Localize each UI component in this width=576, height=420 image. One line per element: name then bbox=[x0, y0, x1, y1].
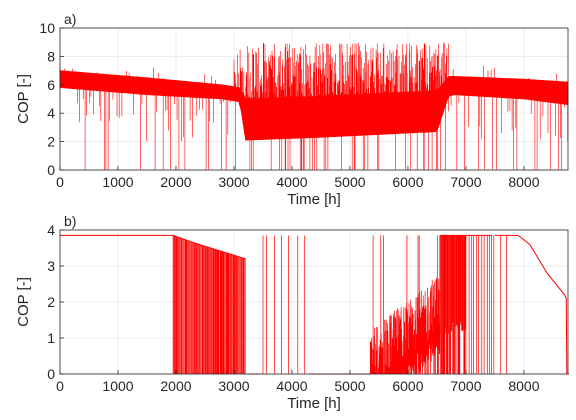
panel-b-cop-line bbox=[172, 235, 507, 374]
panel-a-axes-frame bbox=[59, 27, 569, 171]
panel-b-cop-decline bbox=[517, 235, 568, 375]
b-xtick-label: 8000 bbox=[508, 378, 539, 394]
a-ytick-label: 4 bbox=[47, 105, 55, 121]
b-ytick-label: 3 bbox=[47, 258, 55, 274]
a-xtick-label: 0 bbox=[56, 174, 64, 190]
a-xtick-label: 1000 bbox=[102, 174, 133, 190]
b-xtick-label: 1000 bbox=[102, 378, 133, 394]
panel-b: 0 1000 2000 3000 4000 5000 6000 7000 8000 0 1 2 3 4 C… bbox=[15, 213, 570, 412]
a-ytick-label: 0 bbox=[47, 162, 55, 178]
panel-a-xlabel: Time [h] bbox=[287, 191, 341, 208]
a-xtick-label: 2000 bbox=[160, 174, 191, 190]
b-ytick-label: 1 bbox=[47, 330, 55, 346]
a-xtick-label: 3000 bbox=[218, 174, 249, 190]
panel-a: 0 1000 2000 3000 4000 5000 6000 7000 8000 0 2 4 6 8 10… bbox=[15, 11, 569, 208]
panel-b-cop-upper-boundary bbox=[172, 234, 246, 260]
b-xtick-label: 5000 bbox=[334, 378, 365, 394]
panel-a-label: a) bbox=[64, 11, 76, 27]
panel-b-xlabel: Time [h] bbox=[287, 395, 341, 412]
b-xtick-label: 2000 bbox=[160, 378, 191, 394]
panel-a-ylabel: COP [-] bbox=[15, 74, 32, 124]
b-ytick-label: 2 bbox=[47, 294, 55, 310]
a-ytick-label: 10 bbox=[39, 20, 55, 36]
a-ytick-label: 8 bbox=[47, 48, 55, 64]
a-ytick-label: 6 bbox=[47, 77, 55, 93]
b-ytick-label: 0 bbox=[47, 366, 55, 382]
b-xtick-label: 6000 bbox=[392, 378, 423, 394]
panel-b-ylabel: COP [-] bbox=[15, 277, 32, 327]
panel-b-ticks: 0 1000 2000 3000 4000 5000 6000 7000 8000 0 1 2 3 4 bbox=[47, 222, 540, 394]
a-xtick-label: 6000 bbox=[392, 174, 423, 190]
b-xtick-label: 4000 bbox=[276, 378, 307, 394]
panel-a-ticks: 0 1000 2000 3000 4000 5000 6000 7000 8000 0 2 4 6 8 10 bbox=[39, 20, 539, 190]
b-xtick-label: 7000 bbox=[450, 378, 481, 394]
a-xtick-label: 5000 bbox=[334, 174, 365, 190]
b-xtick-label: 0 bbox=[56, 378, 64, 394]
b-xtick-label: 3000 bbox=[218, 378, 249, 394]
a-ytick-label: 2 bbox=[47, 134, 55, 150]
a-xtick-label: 4000 bbox=[276, 174, 307, 190]
a-xtick-label: 8000 bbox=[508, 174, 539, 190]
b-ytick-label: 4 bbox=[47, 222, 55, 238]
panel-b-label: b) bbox=[64, 213, 76, 229]
a-xtick-label: 7000 bbox=[450, 174, 481, 190]
